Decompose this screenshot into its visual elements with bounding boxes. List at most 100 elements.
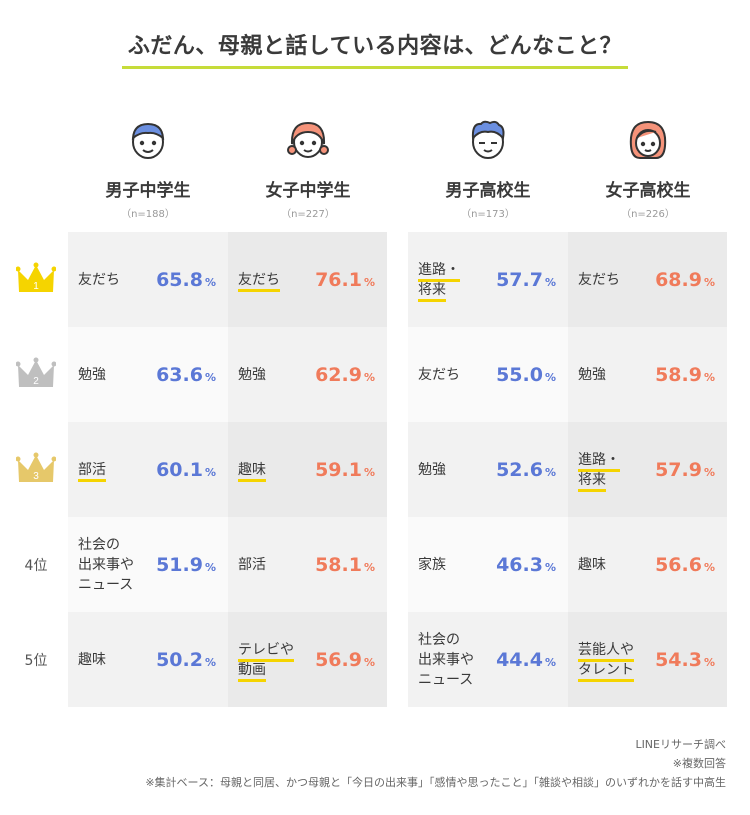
topic-label: 社会の出来事やニュース [418, 630, 498, 690]
topic-label: 勉強 [238, 365, 318, 385]
topic-label: 進路・ 将来 [418, 260, 498, 302]
topic-label: 部活 [78, 460, 158, 482]
value-number: 51.9 [156, 553, 203, 576]
table-cell: 家族 46.3% [408, 517, 568, 612]
table-cell: 勉強 52.6% [408, 422, 568, 517]
percent-sign: % [204, 560, 216, 574]
topic-label: 芸能人や タレント [578, 640, 658, 682]
percent-sign: % [363, 560, 375, 574]
topic-label-line: 社会の [418, 631, 460, 648]
percent-sign: % [204, 370, 216, 384]
percentage-value: 58.1% [315, 554, 375, 576]
topic-label-line: 社会の [78, 536, 120, 553]
value-number: 58.9 [655, 363, 702, 386]
value-number: 54.3 [655, 648, 702, 671]
percentage-value: 56.9% [315, 649, 375, 671]
percent-sign: % [363, 465, 375, 479]
percentage-value: 44.4% [496, 649, 556, 671]
topic-label-line: 趣味 [78, 651, 106, 668]
topic-label: 勉強 [418, 460, 498, 480]
percentage-value: 63.6% [156, 364, 216, 386]
page-title: ふだん、母親と話している内容は、どんなこと？ [127, 34, 623, 59]
value-number: 60.1 [156, 458, 203, 481]
percentage-value: 58.9% [655, 364, 715, 386]
table-cell: 勉強 62.9% [228, 327, 387, 422]
source-note: LINEリサーチ調べ [635, 738, 726, 751]
percentage-value: 55.0% [496, 364, 556, 386]
percentage-value: 50.2% [156, 649, 216, 671]
topic-label: 友だち [238, 270, 318, 292]
girl-face-icon [629, 120, 667, 159]
topic-label: 趣味 [238, 460, 318, 482]
percent-sign: % [703, 370, 715, 384]
value-number: 65.8 [156, 268, 203, 291]
silver-crown-icon: 2 [15, 357, 57, 387]
value-number: 76.1 [315, 268, 362, 291]
table-cell: 社会の 出来事や ニュース 44.4% [408, 612, 568, 707]
percentage-value: 57.7% [496, 269, 556, 291]
percentage-value: 46.3% [496, 554, 556, 576]
sample-size: （n=173） [461, 209, 515, 220]
value-number: 52.6 [496, 458, 543, 481]
topic-label-line: 家族 [418, 556, 446, 573]
value-number: 56.6 [655, 553, 702, 576]
table-cell: 芸能人や タレント 54.3% [568, 612, 727, 707]
column-header: 女子中学生 （n=227） [228, 176, 388, 220]
topic-label-line: タレント [578, 661, 634, 682]
rank-5: 5位 [24, 653, 48, 669]
percent-sign: % [703, 465, 715, 479]
rank-number: 3 [33, 471, 39, 482]
percentage-value: 52.6% [496, 459, 556, 481]
topic-label-line: 出来事や [418, 651, 474, 668]
percent-sign: % [363, 370, 375, 384]
topic-label: 友だち [78, 270, 158, 290]
topic-label-line: 勉強 [78, 366, 106, 383]
table-cell: 部活 58.1% [228, 517, 387, 612]
topic-label-line: 出来事や [78, 556, 134, 573]
topic-label: 趣味 [78, 650, 158, 670]
topic-label-line: 勉強 [418, 461, 446, 478]
topic-label: 家族 [418, 555, 498, 575]
topic-label-line: 進路・ [578, 451, 620, 472]
sample-size: （n=227） [281, 209, 335, 220]
column-header: 女子高校生 （n=226） [568, 176, 728, 220]
sample-size: （n=188） [121, 209, 175, 220]
boy-face-icon [471, 120, 505, 159]
percent-sign: % [544, 275, 556, 289]
value-number: 68.9 [655, 268, 702, 291]
value-number: 56.9 [315, 648, 362, 671]
value-number: 46.3 [496, 553, 543, 576]
topic-label-line: 部活 [78, 461, 106, 482]
percent-sign: % [204, 275, 216, 289]
topic-label-line: ニュース [418, 671, 474, 688]
topic-label-line: 進路・ [418, 261, 460, 282]
topic-label-line: 将来 [418, 281, 446, 302]
topic-label: 友だち [418, 365, 498, 385]
topic-label: 趣味 [578, 555, 658, 575]
table-cell: 進路・ 将来 57.9% [568, 422, 727, 517]
value-number: 58.1 [315, 553, 362, 576]
topic-label-line: 将来 [578, 471, 606, 492]
topic-label-line: 友だち [78, 271, 120, 288]
topic-label-line: 趣味 [578, 556, 606, 573]
percentage-value: 68.9% [655, 269, 715, 291]
bronze-crown-icon: 3 [15, 452, 57, 482]
table-cell: 友だち 68.9% [568, 232, 727, 327]
column-header: 男子中学生 （n=188） [68, 176, 228, 220]
column-name: 女子中学生 [265, 181, 351, 201]
percent-sign: % [703, 655, 715, 669]
boy-face-icon [131, 122, 165, 159]
topic-label-line: 趣味 [238, 461, 266, 482]
percent-sign: % [363, 655, 375, 669]
table-cell: 勉強 58.9% [568, 327, 727, 422]
percentage-value: 76.1% [315, 269, 375, 291]
percent-sign: % [703, 275, 715, 289]
value-number: 55.0 [496, 363, 543, 386]
topic-label-line: ニュース [78, 576, 134, 593]
column-name: 男子中学生 [105, 181, 191, 201]
table-cell: 趣味 56.6% [568, 517, 727, 612]
topic-label: 勉強 [78, 365, 158, 385]
percentage-value: 56.6% [655, 554, 715, 576]
value-number: 63.6 [156, 363, 203, 386]
topic-label: 部活 [238, 555, 318, 575]
